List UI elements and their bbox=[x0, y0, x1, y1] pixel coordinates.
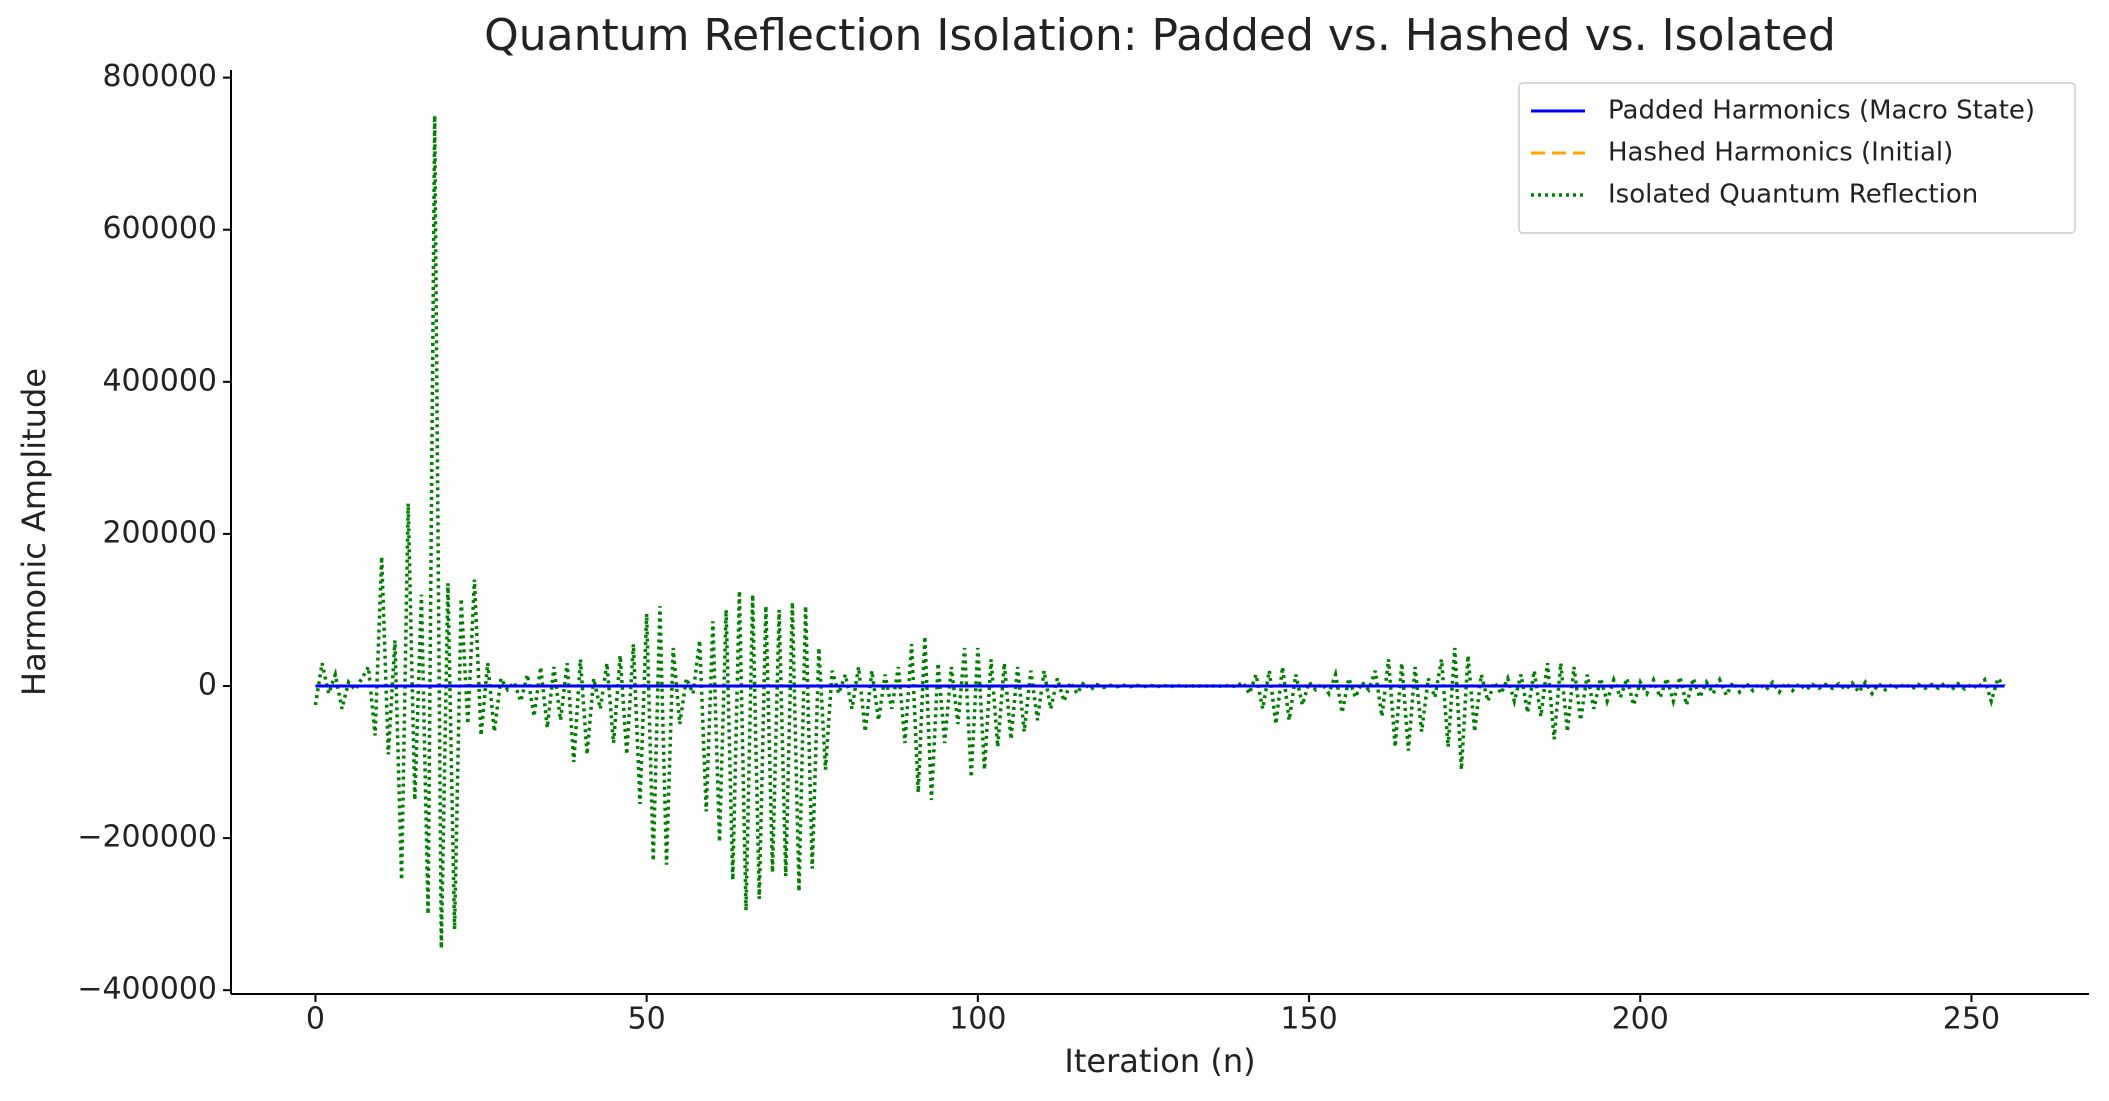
x-tick-label: 100 bbox=[949, 1002, 1006, 1037]
legend: Padded Harmonics (Macro State) Hashed Har… bbox=[1518, 82, 2076, 234]
legend-box bbox=[1518, 82, 2076, 234]
y-tick-label: −200000 bbox=[77, 820, 217, 855]
y-tick-label: 400000 bbox=[102, 363, 217, 398]
legend-label: Isolated Quantum Reflection bbox=[1608, 180, 1978, 210]
legend-label: Padded Harmonics (Macro State) bbox=[1608, 96, 2035, 126]
series-line bbox=[313, 115, 2006, 949]
y-tick-label: 0 bbox=[198, 668, 217, 703]
y-axis-label: Harmonic Amplitude bbox=[15, 368, 53, 696]
x-tick-label: 50 bbox=[628, 1002, 666, 1037]
plot-area: −400000 −200000 0 200000 400000 600000 800000 0… bbox=[77, 59, 2089, 1037]
x-tick-label: 200 bbox=[1612, 1002, 1669, 1037]
y-tick-label: 200000 bbox=[102, 515, 217, 550]
x-tick-label: 0 bbox=[306, 1002, 325, 1037]
y-tick-label: −400000 bbox=[77, 972, 217, 1007]
legend-label: Hashed Harmonics (Initial) bbox=[1608, 138, 1953, 168]
y-tick-label: 800000 bbox=[102, 59, 217, 94]
x-tick-label: 150 bbox=[1280, 1002, 1337, 1037]
y-tick-label: 600000 bbox=[102, 211, 217, 246]
x-axis-label: Iteration (n) bbox=[1064, 1042, 1255, 1080]
chart-title: Quantum Reflection Isolation: Padded vs.… bbox=[484, 10, 1836, 61]
x-tick-label: 250 bbox=[1943, 1002, 2000, 1037]
